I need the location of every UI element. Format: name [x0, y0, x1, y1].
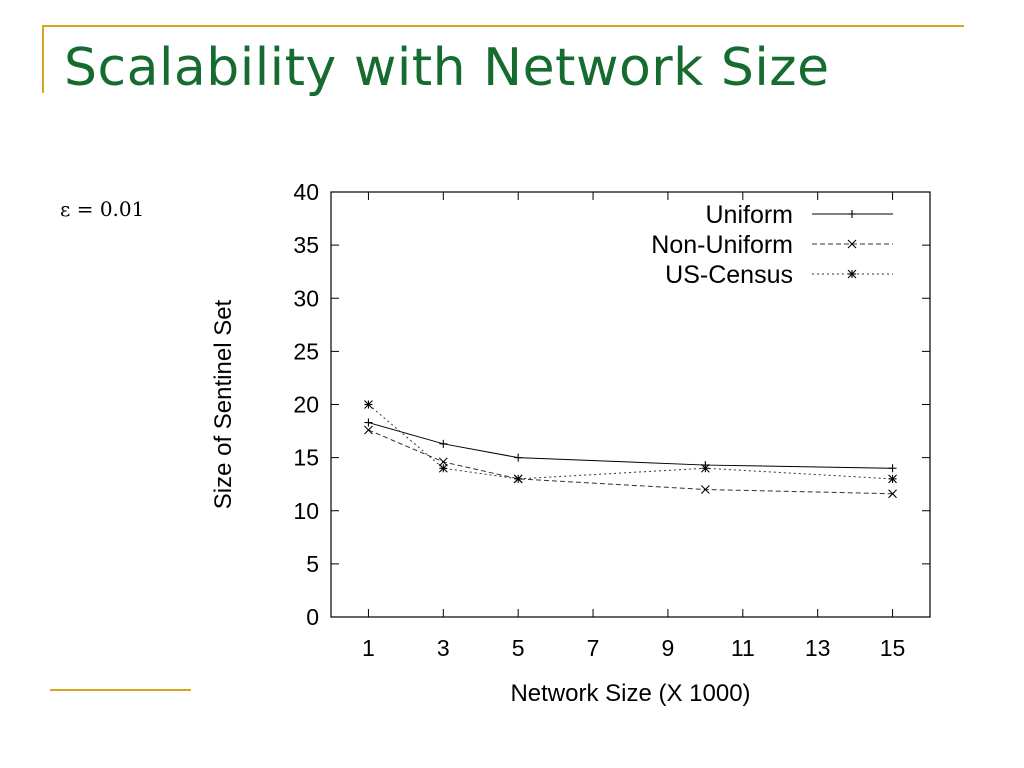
- data-point-us-census: [888, 474, 897, 484]
- data-point-uniform: [364, 418, 373, 427]
- series-line-non-uniform: [368, 429, 893, 495]
- y-axis-label: Size of Sentinel Set: [210, 299, 237, 509]
- legend-marker-non-uniform: [847, 239, 857, 249]
- slide-title: Scalability with Network Size: [64, 38, 830, 98]
- x-tick-label: 3: [437, 635, 450, 661]
- plot-frame: [330, 191, 931, 618]
- series-layer: [364, 400, 897, 499]
- series-line-uniform: [368, 422, 893, 469]
- data-point-us-census: [513, 474, 523, 484]
- y-tick-label: 40: [293, 179, 319, 205]
- x-tick-label: 9: [662, 635, 675, 661]
- x-axis-label: Network Size (X 1000): [510, 680, 750, 707]
- epsilon-note: ε = 0.01: [60, 197, 145, 221]
- y-tick-label: 35: [293, 232, 319, 258]
- y-tick-label: 20: [293, 392, 319, 418]
- data-point-us-census: [364, 400, 373, 409]
- data-point-uniform: [514, 453, 523, 462]
- y-tick-label: 15: [293, 445, 319, 471]
- legend-marker-us-census: [847, 269, 857, 279]
- data-point-us-census: [700, 463, 710, 473]
- y-tick-label: 10: [293, 498, 319, 524]
- data-point-non-uniform: [438, 457, 448, 467]
- x-tick-label: 1: [362, 635, 375, 661]
- y-tick-label: 25: [293, 338, 319, 364]
- data-point-us-census: [438, 463, 448, 473]
- y-tick-label: 5: [306, 551, 319, 577]
- x-tick-label: 5: [512, 635, 525, 661]
- title-frame-top-rule: [42, 25, 964, 27]
- x-tick-label: 11: [731, 635, 755, 661]
- data-point-non-uniform: [364, 425, 373, 435]
- title-frame-left-rule: [42, 25, 44, 93]
- x-tick-label: 13: [805, 635, 831, 661]
- legend-marker-uniform: [848, 210, 856, 218]
- x-tick-label: 7: [587, 635, 600, 661]
- series-line-us-census: [368, 404, 893, 480]
- data-point-uniform: [439, 439, 448, 448]
- legend-label-non-uniform: Non-Uniform: [651, 231, 793, 259]
- data-point-non-uniform: [700, 485, 710, 494]
- x-tick-label: 15: [880, 635, 906, 661]
- data-point-non-uniform: [888, 489, 897, 499]
- footer-rule: [50, 689, 191, 691]
- legend-label-uniform: Uniform: [705, 201, 793, 229]
- y-tick-label: 0: [306, 604, 319, 630]
- legend-label-us-census: US-Census: [665, 261, 793, 289]
- data-point-uniform: [888, 464, 897, 473]
- y-tick-label: 30: [293, 285, 319, 311]
